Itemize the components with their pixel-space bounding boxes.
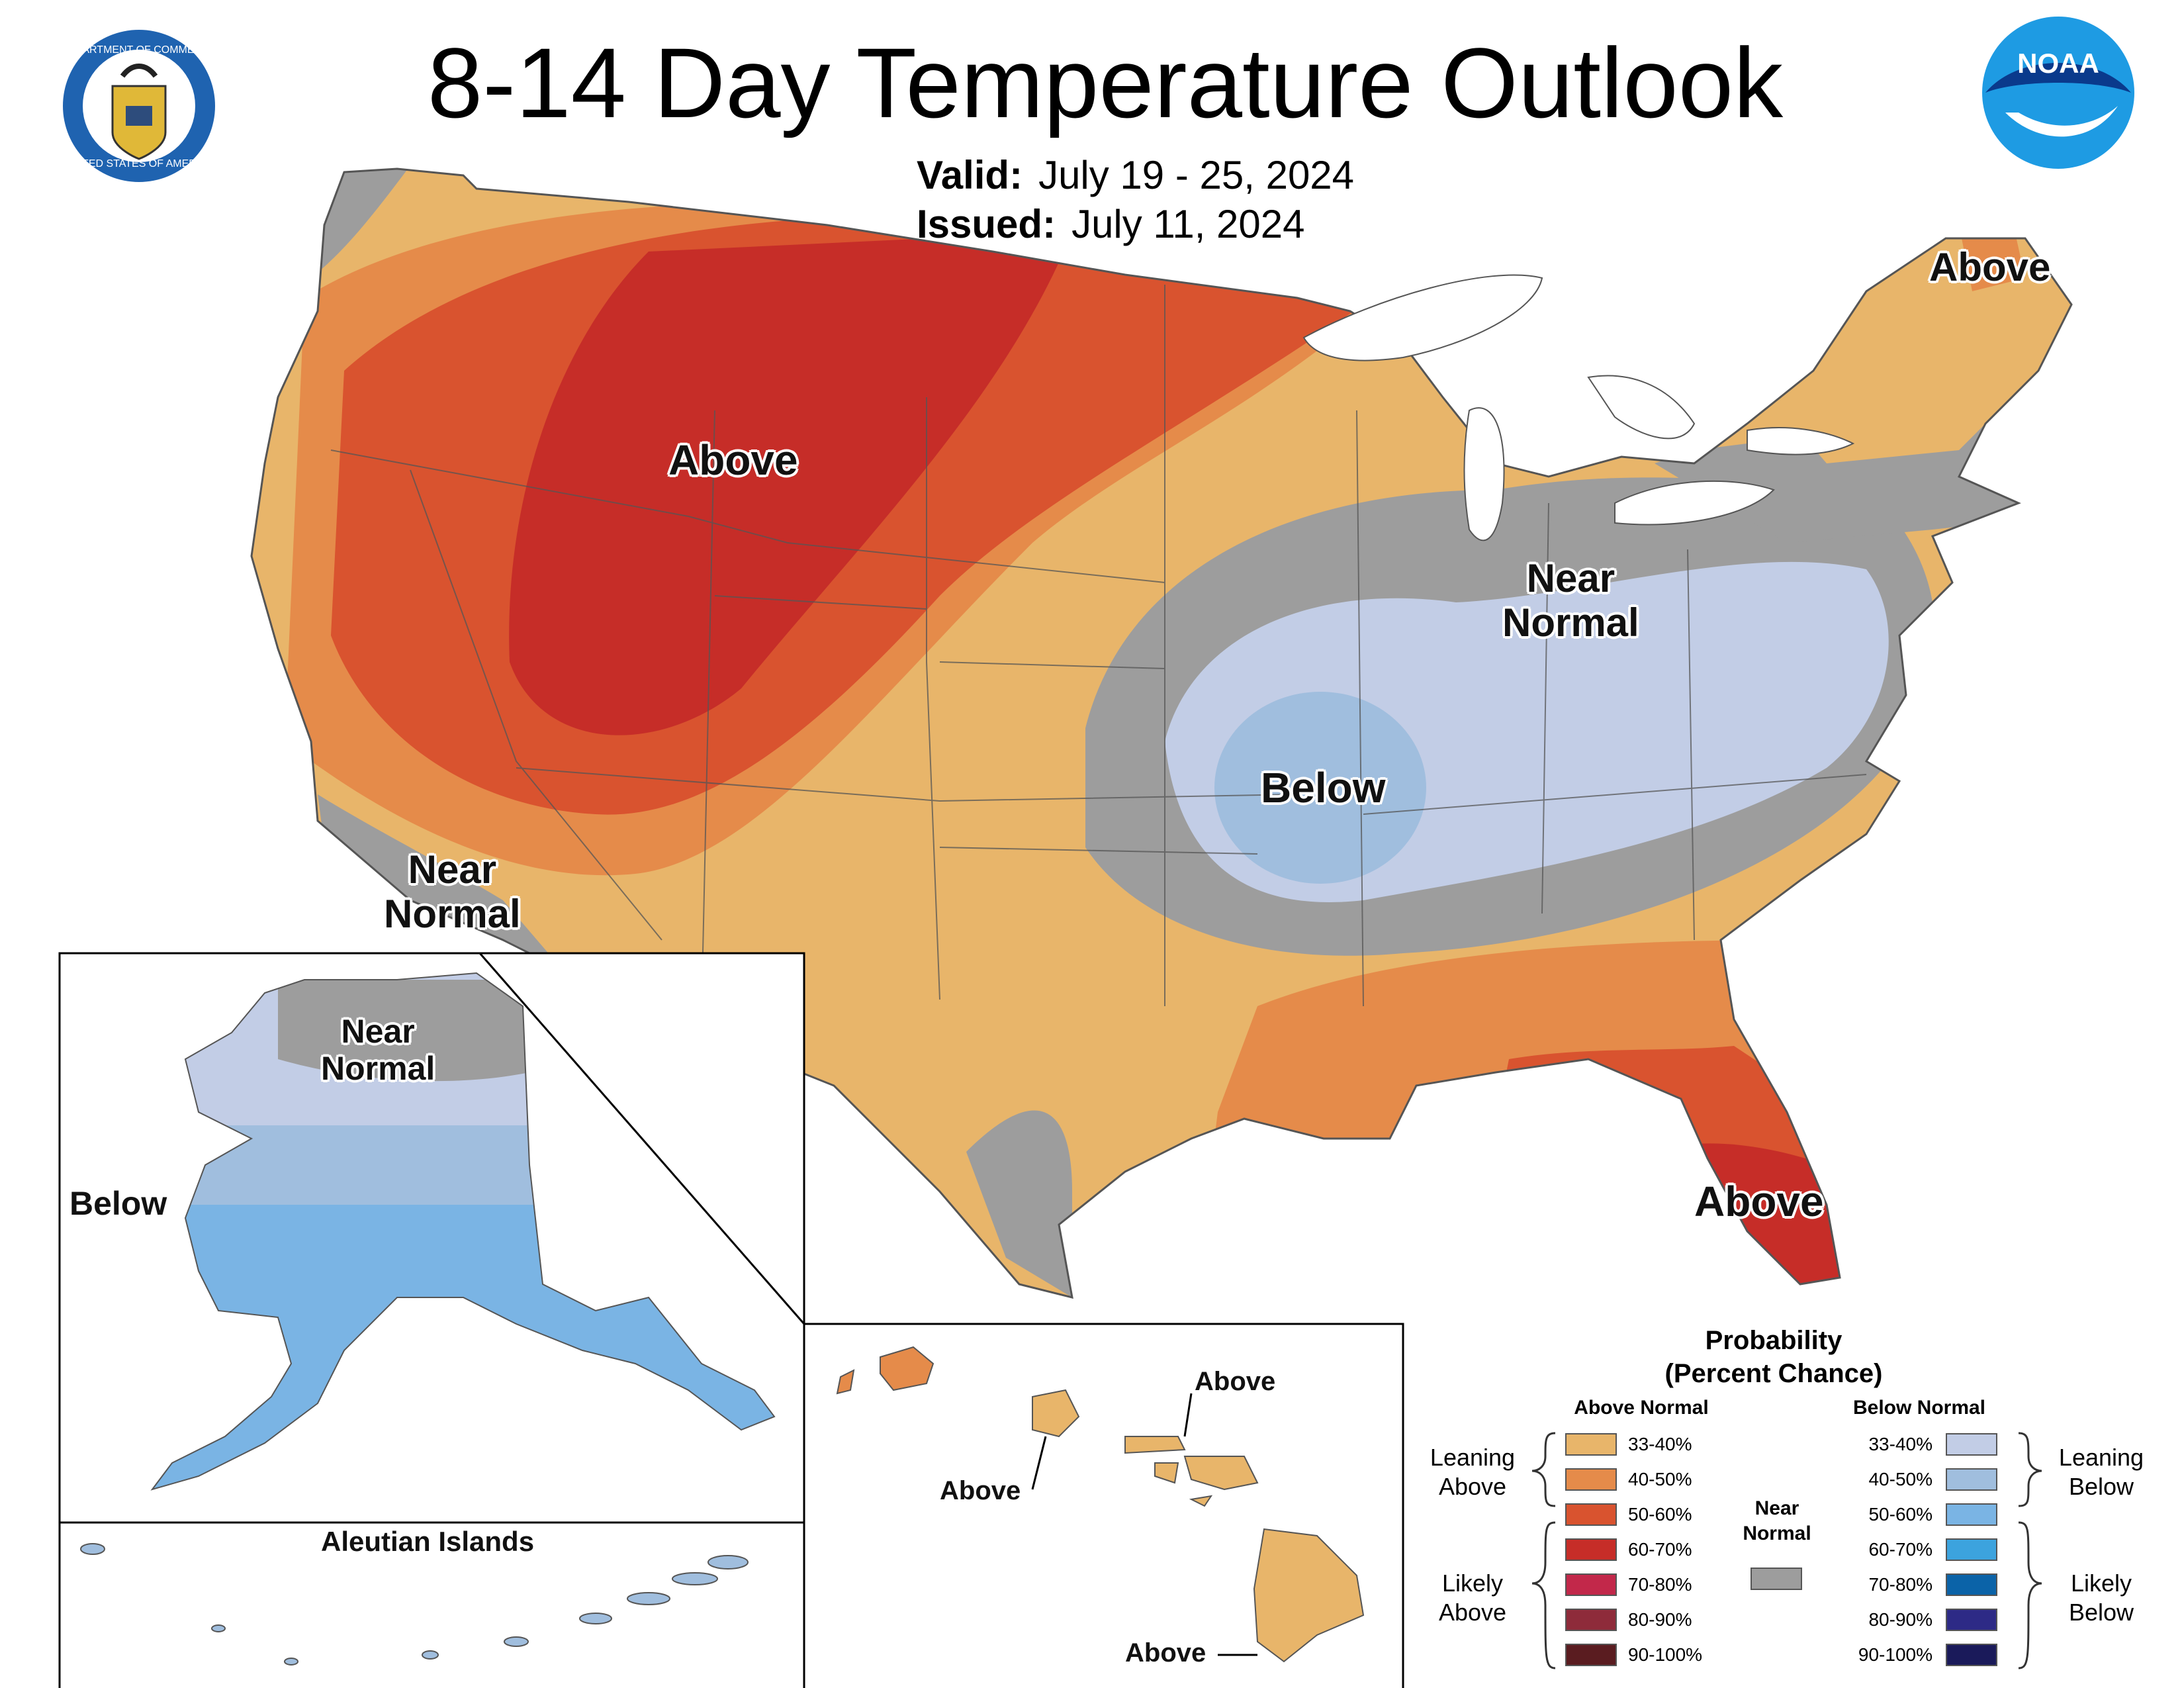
- legend-above-swatch: [1565, 1468, 1617, 1491]
- legend-below-range: 33-40%: [1868, 1434, 1933, 1454]
- page-title: 8-14 Day Temperature Outlook: [427, 27, 1784, 138]
- legend-below-range: 90-100%: [1858, 1644, 1933, 1665]
- legend-below-swatch: [1946, 1644, 1997, 1666]
- label-southwest-near-line1: Near: [408, 847, 497, 892]
- label-southwest-near: Near Normal: [384, 847, 521, 936]
- legend-likely-below-line2: Below: [2068, 1599, 2134, 1626]
- label-midwest-near-line1: Near: [1526, 556, 1615, 600]
- label-alaska-below: Below: [69, 1185, 167, 1222]
- legend-leaning-below-line2: Below: [2068, 1473, 2134, 1500]
- legend-below-range: 50-60%: [1868, 1504, 1933, 1524]
- legend-above-header: Above Normal: [1574, 1397, 1709, 1419]
- legend-likely-below-line1: Likely: [2070, 1570, 2132, 1597]
- valid-label: Valid:: [917, 153, 1023, 197]
- legend-below-range: 80-90%: [1868, 1609, 1933, 1630]
- noaa-logo-text: NOAA: [2017, 48, 2099, 79]
- legend-above-swatch: [1565, 1644, 1617, 1666]
- commerce-seal-logo: DEPARTMENT OF COMMERCE UNITED STATES OF …: [62, 30, 217, 182]
- label-northwest-above: Above: [668, 436, 798, 484]
- great-lakes: [1302, 274, 1855, 541]
- legend-above-range: 40-50%: [1628, 1469, 1692, 1489]
- legend-below-swatch: [1946, 1573, 1997, 1596]
- label-midwest-near: Near Normal: [1502, 556, 1639, 645]
- label-midwest-near-line2: Normal: [1502, 600, 1639, 645]
- label-southwest-near-line2: Normal: [384, 892, 521, 937]
- label-central-below: Below: [1261, 764, 1386, 812]
- label-hawaii-bigisland: Above: [1125, 1638, 1206, 1667]
- legend-likely-above-line1: Likely: [1441, 1570, 1504, 1597]
- issued-value: July 11, 2024: [1071, 202, 1305, 246]
- legend-above-range: 50-60%: [1628, 1504, 1692, 1524]
- legend-likely-above: Likely Above: [1420, 1569, 1525, 1627]
- legend-above-range: 90-100%: [1628, 1644, 1703, 1665]
- label-alaska-near-line2: Normal: [321, 1050, 435, 1087]
- legend-below-swatch: [1946, 1433, 1997, 1456]
- label-alaska-near-line1: Near: [341, 1013, 415, 1050]
- legend-leaning-above: Leaning Above: [1420, 1443, 1525, 1501]
- legend-above-swatch: [1565, 1433, 1617, 1456]
- legend-leaning-below-line1: Leaning: [2058, 1444, 2144, 1471]
- legend-below-swatch: [1946, 1538, 1997, 1561]
- alaska-inset: [58, 952, 805, 1524]
- label-alaska-near: Near Normal: [321, 1013, 435, 1087]
- label-hawaii-maui: Above: [1195, 1367, 1276, 1396]
- legend-below-swatch: [1946, 1609, 1997, 1631]
- legend-near-header-line1: Near: [1754, 1497, 1799, 1519]
- legend-near-header: Near Normal: [1734, 1496, 1820, 1546]
- legend-above-range: 60-70%: [1628, 1539, 1692, 1560]
- legend-below-range: 70-80%: [1868, 1574, 1933, 1595]
- legend-title-line1: Probability: [1705, 1326, 1843, 1355]
- hawaii-inset: [803, 1323, 1404, 1688]
- date-info: Valid: July 19 - 25, 2024 Issued: July 11,…: [917, 151, 1354, 249]
- label-aleutian-title: Aleutian Islands: [321, 1526, 535, 1557]
- commerce-seal-top-text: DEPARTMENT OF COMMERCE: [62, 44, 217, 56]
- legend-near-header-line2: Normal: [1743, 1523, 1811, 1544]
- valid-line: Valid: July 19 - 25, 2024: [917, 151, 1354, 200]
- legend-title-line2: (Percent Chance): [1664, 1359, 1883, 1388]
- legend-title: Probability (Percent Chance): [1635, 1324, 1913, 1390]
- state-lines: [330, 285, 1867, 1013]
- legend-likely-below: Likely Below: [2045, 1569, 2158, 1627]
- legend-above-range: 70-80%: [1628, 1574, 1692, 1595]
- label-florida-above: Above: [1694, 1178, 1824, 1225]
- issued-line: Issued: July 11, 2024: [917, 200, 1354, 249]
- legend-below-range: 40-50%: [1868, 1469, 1933, 1489]
- commerce-seal-bottom-text: UNITED STATES OF AMERICA: [64, 158, 214, 169]
- legend-above-swatch: [1565, 1573, 1617, 1596]
- label-maine-above: Above: [1929, 245, 2051, 289]
- legend-above-range: 33-40%: [1628, 1434, 1692, 1454]
- noaa-logo: NOAA: [1982, 17, 2134, 169]
- legend-above-swatch: [1565, 1503, 1617, 1526]
- legend-above-range: 80-90%: [1628, 1609, 1692, 1630]
- valid-value: July 19 - 25, 2024: [1038, 153, 1355, 197]
- issued-label: Issued:: [917, 202, 1056, 246]
- legend-likely-above-line2: Above: [1438, 1599, 1507, 1626]
- legend-above-swatch: [1565, 1609, 1617, 1631]
- legend-below-header: Below Normal: [1852, 1397, 1986, 1419]
- legend-brackets: [1531, 1432, 2042, 1669]
- legend-below-swatch: [1946, 1468, 1997, 1491]
- legend-below-range: 60-70%: [1868, 1539, 1933, 1560]
- legend-below-swatch: [1946, 1503, 1997, 1526]
- legend-leaning-above-line2: Above: [1438, 1473, 1507, 1500]
- legend-leaning-above-line1: Leaning: [1430, 1444, 1516, 1471]
- legend-leaning-below: Leaning Below: [2045, 1443, 2158, 1501]
- label-hawaii-oahu: Above: [940, 1476, 1021, 1505]
- legend-near-swatch: [1751, 1568, 1802, 1590]
- aleutian-inset: [58, 1521, 805, 1688]
- inset-connector: [478, 953, 805, 1325]
- legend-above-swatch: [1565, 1538, 1617, 1561]
